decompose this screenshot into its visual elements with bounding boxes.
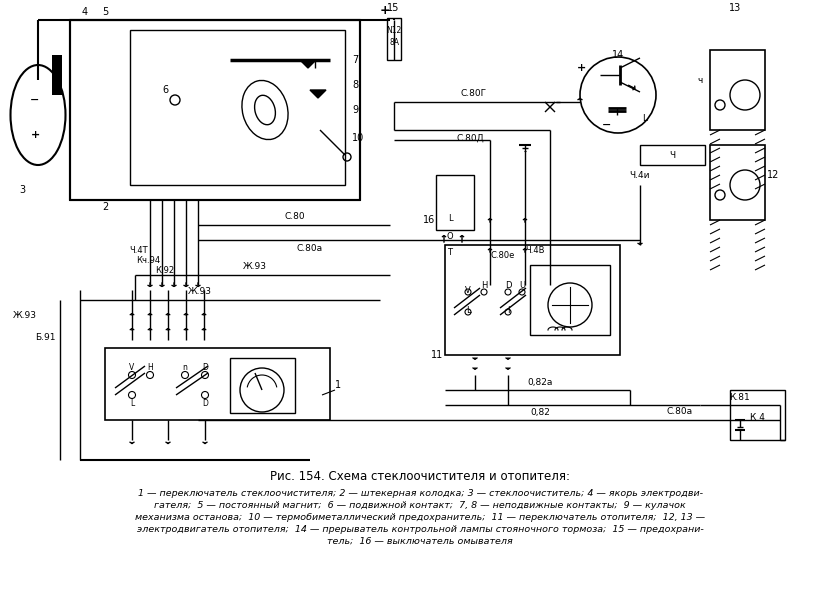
Text: D: D <box>202 362 208 372</box>
Text: 15: 15 <box>386 3 399 13</box>
Text: О: О <box>447 231 454 240</box>
Polygon shape <box>300 60 316 68</box>
Text: С.80Г: С.80Г <box>461 88 487 98</box>
Text: Ж.93: Ж.93 <box>13 310 37 320</box>
Text: 14: 14 <box>612 50 624 60</box>
Text: D: D <box>505 281 512 289</box>
Text: Ж.93: Ж.93 <box>188 287 212 295</box>
Text: 10: 10 <box>352 133 365 143</box>
Text: Рис. 154. Схема стеклоочистителя и отопителя:: Рис. 154. Схема стеклоочистителя и отопи… <box>270 469 570 482</box>
Text: +: + <box>380 4 391 17</box>
Text: К.81: К.81 <box>730 392 750 401</box>
Text: I: I <box>507 305 509 314</box>
Text: n: n <box>182 362 187 372</box>
Bar <box>445 245 620 355</box>
Text: 8А: 8А <box>389 37 399 47</box>
Text: V: V <box>465 285 471 294</box>
Bar <box>640 145 705 165</box>
Text: −: − <box>30 95 39 105</box>
Text: Ч: Ч <box>669 150 675 159</box>
Text: К.92: К.92 <box>155 265 174 275</box>
Bar <box>730 390 785 440</box>
Text: ч: ч <box>697 76 702 85</box>
Text: 11: 11 <box>431 350 443 360</box>
Text: −: − <box>602 120 612 130</box>
Bar <box>70 20 360 200</box>
Bar <box>530 265 610 335</box>
Text: Ч.4Т: Ч.4Т <box>129 246 148 255</box>
Text: 2: 2 <box>102 202 108 212</box>
Text: D: D <box>202 398 208 407</box>
Text: L: L <box>465 305 470 314</box>
Bar <box>436 175 474 230</box>
Text: С.80а: С.80а <box>667 407 693 417</box>
Bar <box>105 348 330 420</box>
Text: Б.91: Б.91 <box>34 333 55 343</box>
Text: L: L <box>130 398 134 407</box>
Text: механизма останова;  10 — термобиметаллический предохранитель;  11 — переключате: механизма останова; 10 — термобиметаллич… <box>135 513 705 522</box>
Text: 0,82а: 0,82а <box>528 378 553 387</box>
Text: С.80а: С.80а <box>297 243 323 253</box>
Text: 12: 12 <box>767 170 780 180</box>
Bar <box>710 50 765 130</box>
Text: H: H <box>147 362 153 372</box>
Text: 5: 5 <box>102 7 108 17</box>
Text: 13: 13 <box>729 3 741 13</box>
Text: 7: 7 <box>352 55 358 65</box>
Text: Ч.4В: Ч.4В <box>525 246 544 255</box>
Text: +: + <box>30 130 39 140</box>
Text: 1 — переключатель стеклоочистителя; 2 — штекерная колодка; 3 — стеклоочиститель;: 1 — переключатель стеклоочистителя; 2 — … <box>138 488 702 497</box>
Text: 9: 9 <box>352 105 358 115</box>
Text: 3: 3 <box>19 185 25 195</box>
Text: С.80: С.80 <box>285 211 305 220</box>
Text: N12: N12 <box>386 25 402 34</box>
Text: H: H <box>480 281 487 289</box>
Text: К 4: К 4 <box>749 413 764 423</box>
Text: Кч.94: Кч.94 <box>136 256 160 265</box>
Text: +: + <box>577 63 586 73</box>
Text: 16: 16 <box>423 215 435 225</box>
Text: L: L <box>448 214 452 223</box>
Text: Ж.93: Ж.93 <box>243 262 267 271</box>
Bar <box>710 145 765 220</box>
Text: 1: 1 <box>335 380 341 390</box>
Bar <box>230 358 295 413</box>
Polygon shape <box>310 90 326 98</box>
Text: 0,82: 0,82 <box>530 408 550 417</box>
Text: тель;  16 — выключатель омывателя: тель; 16 — выключатель омывателя <box>327 536 513 545</box>
Text: 4: 4 <box>82 7 88 17</box>
Text: С.80Д: С.80Д <box>456 134 484 143</box>
Bar <box>52 55 62 95</box>
Text: 8: 8 <box>352 80 358 90</box>
Text: V: V <box>129 362 134 372</box>
Text: гателя;  5 — постоянный магнит;  6 — подвижной контакт;  7, 8 — неподвижные конт: гателя; 5 — постоянный магнит; 6 — подви… <box>154 500 686 510</box>
Bar <box>130 30 345 185</box>
Text: Ч.4и: Ч.4и <box>630 170 650 179</box>
Text: 6: 6 <box>162 85 168 95</box>
Bar <box>387 18 401 60</box>
Text: L: L <box>643 114 648 123</box>
Text: U: U <box>519 281 525 289</box>
Text: электродвигатель отопителя;  14 — прерыватель контрольной лампы стояночного торм: электродвигатель отопителя; 14 — прерыва… <box>137 525 703 533</box>
Text: С.80е: С.80е <box>490 250 514 259</box>
Text: Т: Т <box>448 247 453 256</box>
